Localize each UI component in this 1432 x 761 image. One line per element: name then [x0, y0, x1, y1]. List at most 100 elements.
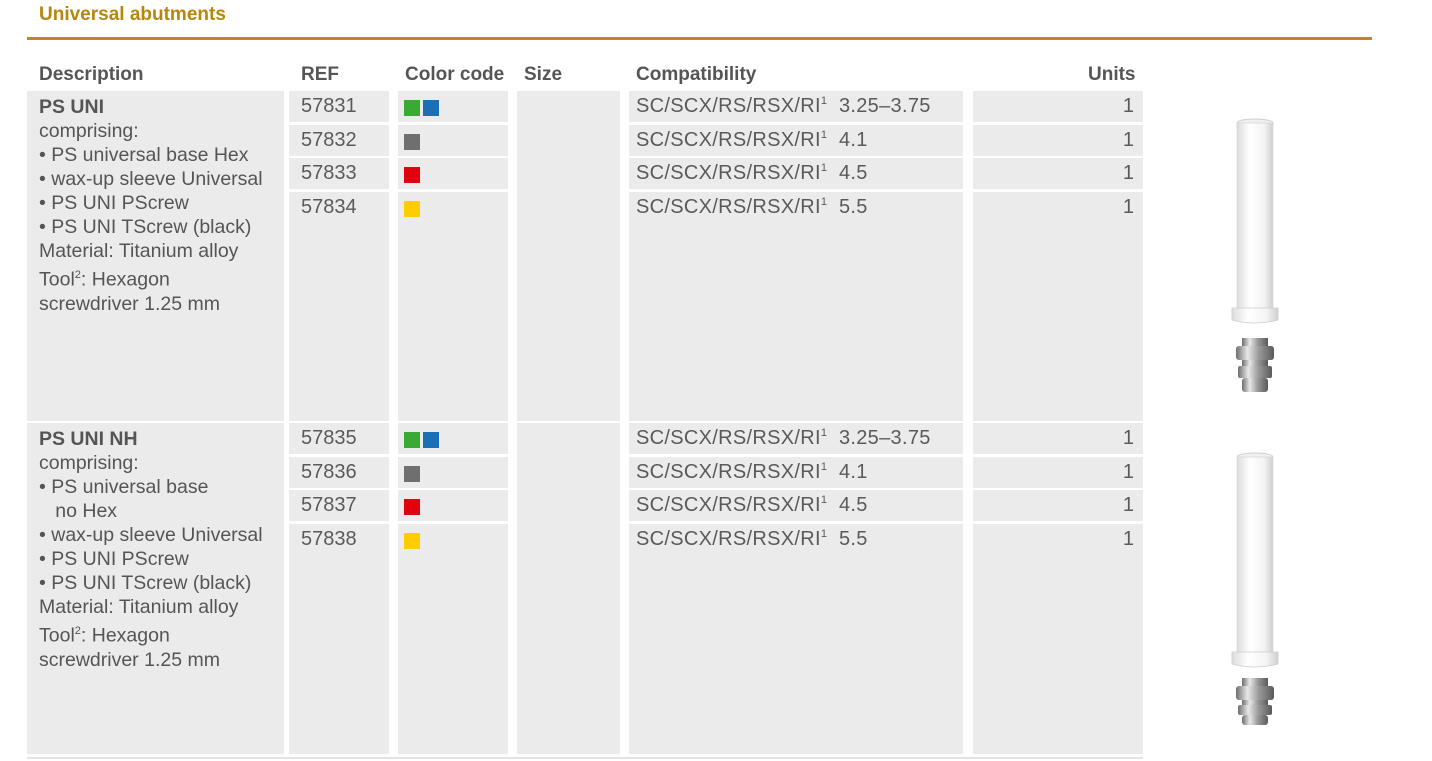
description-line: • PS universal base	[39, 476, 209, 498]
compatibility-text: SC/SCX/RS/RSX/RI1 3.25–3.75	[636, 427, 931, 450]
color-swatch	[404, 200, 420, 217]
footnote-marker: 1	[820, 427, 828, 439]
ref-number: 57835	[301, 427, 357, 449]
compat-cell	[629, 124, 963, 156]
compatibility-diameter: 4.5	[838, 494, 868, 516]
footnote-marker: 2	[74, 269, 81, 281]
description-line: • PS UNI PScrew	[39, 192, 189, 214]
description-line: comprising:	[39, 120, 139, 142]
tool-line: Tool2: Hexagon	[39, 263, 263, 292]
footnote-marker: 1	[820, 128, 828, 141]
ref-number: 57836	[301, 460, 357, 483]
footnote-marker: 1	[820, 494, 828, 506]
color-swatch	[404, 167, 420, 183]
compatibility-diameter: 4.5	[838, 162, 868, 184]
ref-cell	[289, 158, 389, 189]
color-swatch	[404, 100, 420, 116]
ref-cell	[289, 91, 389, 122]
section-title: Universal abutments	[39, 4, 226, 25]
description-line: • wax-up sleeve Universal	[39, 524, 263, 546]
compatibility-diameter: 4.1	[838, 460, 868, 483]
compatibility-lines: SC/SCX/RS/RSX/RI	[636, 162, 821, 184]
color-swatch	[404, 133, 420, 150]
units-value: 1	[1122, 460, 1134, 483]
tool-line-2: screwdriver 1.25 mm	[39, 648, 220, 671]
units-cell	[973, 91, 1143, 122]
compat-cell	[629, 158, 963, 189]
units-cell	[973, 423, 1143, 454]
product-name: PS UNI NH	[39, 428, 138, 450]
units-value: 1	[1122, 128, 1134, 151]
ref-cell	[289, 456, 389, 488]
compatibility-lines: SC/SCX/RS/RSX/RI	[636, 128, 821, 151]
units-cell	[973, 456, 1143, 488]
description-line: Material: Titanium alloy	[39, 240, 239, 262]
description-line: • PS UNI TScrew (black)	[39, 216, 252, 238]
units-value: 1	[1122, 162, 1134, 184]
size-cell	[517, 91, 620, 421]
tool-name: : Hexagon	[80, 624, 170, 647]
description-line: comprising:	[39, 452, 139, 474]
units-value: 1	[1122, 95, 1134, 117]
units-cell	[973, 158, 1143, 189]
compatibility-diameter: 4.1	[838, 128, 868, 151]
compatibility-text: SC/SCX/RS/RSX/RI1 4.5	[636, 162, 868, 185]
description-line: Material: Titanium alloy	[39, 596, 239, 618]
compatibility-lines: SC/SCX/RS/RSX/RI	[636, 195, 821, 218]
footnote-marker: 1	[820, 527, 828, 540]
compatibility-lines: SC/SCX/RS/RSX/RI	[636, 460, 821, 483]
ref-cell	[289, 423, 389, 454]
tool-name: : Hexagon	[80, 268, 170, 291]
units-value: 1	[1122, 527, 1134, 550]
ref-cell	[289, 523, 389, 754]
compatibility-diameter: 5.5	[838, 195, 868, 218]
abutment-image-ps-uni	[1231, 118, 1279, 392]
color-swatch	[423, 432, 439, 448]
ref-cell	[289, 191, 389, 421]
description-line: • PS UNI PScrew	[39, 548, 189, 570]
header-ref: REF	[301, 64, 339, 85]
compat-cell	[629, 191, 963, 421]
compatibility-text: SC/SCX/RS/RSX/RI1 5.5	[636, 196, 868, 219]
color-swatch	[423, 100, 439, 116]
compatibility-diameter: 5.5	[838, 527, 868, 550]
tool-line-2: screwdriver 1.25 mm	[39, 292, 220, 315]
description-line: • wax-up sleeve Universal	[39, 168, 263, 190]
tool-label: Tool	[39, 268, 75, 291]
ref-number: 57831	[301, 95, 357, 117]
units-value: 1	[1122, 494, 1134, 516]
footnote-marker: 1	[820, 195, 828, 208]
compatibility-diameter: 3.25–3.75	[838, 427, 931, 449]
footnote-marker: 1	[820, 95, 828, 107]
ref-cell	[289, 124, 389, 156]
compat-cell	[629, 423, 963, 454]
units-cell	[973, 490, 1143, 521]
header-description: Description	[39, 64, 144, 85]
compatibility-text: SC/SCX/RS/RSX/RI1 4.1	[636, 129, 868, 152]
description-line: • PS universal base Hex	[39, 144, 249, 166]
units-cell	[973, 523, 1143, 754]
compat-cell	[629, 523, 963, 754]
bottom-rule	[27, 757, 1143, 759]
compatibility-text: SC/SCX/RS/RSX/RI1 3.25–3.75	[636, 95, 931, 118]
color-cell	[398, 523, 508, 754]
description-cell	[27, 91, 284, 421]
units-cell	[973, 124, 1143, 156]
compat-cell	[629, 456, 963, 488]
product-description: PS UNI NH comprising: • PS universal base …	[39, 427, 263, 672]
compatibility-lines: SC/SCX/RS/RSX/RI	[636, 95, 821, 117]
color-cell	[398, 191, 508, 421]
ref-number: 57832	[301, 128, 357, 151]
ref-number: 57838	[301, 527, 357, 550]
color-swatch	[404, 532, 420, 549]
tool-label: Tool	[39, 624, 75, 647]
compatibility-text: SC/SCX/RS/RSX/RI1 5.5	[636, 528, 868, 551]
color-swatch	[404, 465, 420, 482]
ref-cell	[289, 490, 389, 521]
units-value: 1	[1122, 195, 1134, 218]
compatibility-diameter: 3.25–3.75	[838, 95, 931, 117]
product-name: PS UNI	[39, 96, 105, 118]
tool-line: Tool2: Hexagon	[39, 619, 263, 648]
product-description: PS UNI comprising: • PS universal base Hex…	[39, 95, 263, 316]
units-cell	[973, 191, 1143, 421]
